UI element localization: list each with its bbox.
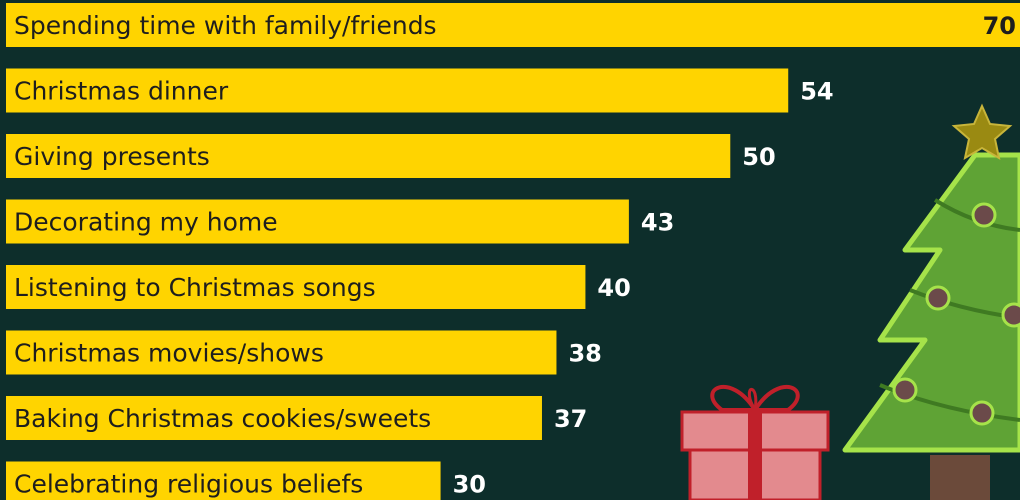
bar-category-label: Christmas dinner — [14, 77, 229, 106]
bar-category-label: Celebrating religious beliefs — [14, 470, 363, 499]
star-icon — [951, 103, 1013, 161]
bar — [6, 68, 789, 113]
bar-value-label: 50 — [742, 143, 775, 171]
bar-value-label: 43 — [641, 209, 674, 237]
bar-value-label: 30 — [453, 471, 486, 499]
bar-value-label: 40 — [597, 274, 630, 302]
bar-value-label: 54 — [800, 78, 833, 106]
bar — [6, 330, 557, 375]
bar-category-label: Decorating my home — [14, 208, 278, 237]
bar — [6, 134, 731, 178]
bar-category-label: Listening to Christmas songs — [14, 273, 376, 302]
ornament-icon — [971, 202, 997, 228]
bar-category-label: Baking Christmas cookies/sweets — [14, 404, 431, 433]
ornament-icon — [925, 285, 951, 311]
bars-layer: Spending time with family/friends 70 Chris… — [6, 3, 1020, 500]
bar — [6, 3, 1020, 47]
bar — [6, 265, 586, 309]
ornament-icon — [969, 400, 995, 426]
bar-value-label: 70 — [983, 12, 1016, 40]
bar — [6, 396, 542, 440]
bar-category-label: Christmas movies/shows — [14, 339, 324, 368]
bar — [6, 461, 441, 500]
ornament-icon — [1001, 302, 1020, 328]
bar-category-label: Spending time with family/friends — [14, 11, 437, 40]
christmas-tree-icon — [842, 103, 1020, 500]
bar-category-label: Giving presents — [14, 142, 210, 171]
gift-box-icon — [680, 384, 830, 500]
bar-value-label: 37 — [554, 405, 587, 433]
bar — [6, 199, 629, 244]
ornament-icon — [892, 377, 918, 403]
bar-value-label: 38 — [568, 340, 601, 368]
